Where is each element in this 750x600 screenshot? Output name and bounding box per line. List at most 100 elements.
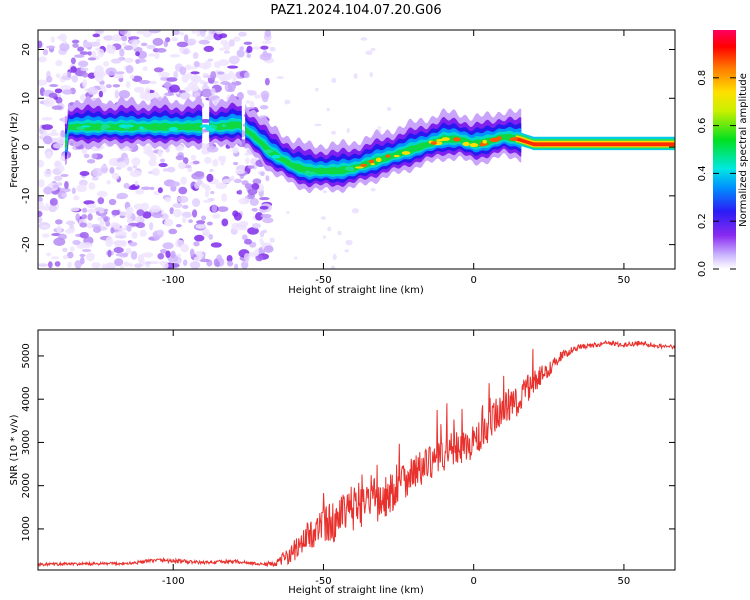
- spectrogram-noise-blob: [99, 84, 105, 89]
- spectrogram-noise-blob: [80, 67, 89, 72]
- spectrogram-noise-blob: [45, 151, 52, 160]
- spectrogram-noise-blob: [370, 47, 376, 52]
- spectrogram-noise-blob: [322, 235, 326, 239]
- snr-y-tick-label: 2000: [21, 473, 32, 498]
- spectrogram-noise-blob: [52, 184, 59, 189]
- spectrogram-noise-blob: [48, 204, 57, 213]
- spectrogram-noise-blob: [131, 157, 141, 166]
- spectrogram-noise-blob: [199, 79, 206, 85]
- spectrogram-noise-blob: [70, 66, 77, 73]
- spectrogram-noise-blob: [148, 159, 157, 167]
- spectrogram-noise-blob: [128, 241, 138, 247]
- spectrogram-noise-blob: [208, 94, 221, 103]
- spectrogram-noise-blob: [337, 230, 342, 236]
- spectrogram-y-tick-label: -10: [21, 188, 32, 204]
- spectrogram-y-tick-label: 0: [21, 144, 32, 150]
- spectrogram-noise-blob: [52, 143, 63, 149]
- spectrogram-noise-blob: [81, 72, 89, 78]
- spectrogram-noise-blob: [263, 245, 274, 253]
- spectrogram-noise-blob: [136, 30, 145, 35]
- spectrogram-noise-blob: [74, 54, 85, 58]
- spectrogram-noise-blob: [153, 233, 161, 241]
- spectrogram-noise-blob: [201, 88, 213, 98]
- spectrogram-noise-blob: [87, 51, 92, 56]
- spectrogram-noise-blob: [100, 212, 106, 219]
- spectrogram-noise-blob: [132, 165, 138, 169]
- spectrogram-noise-blob: [190, 154, 197, 161]
- spectrogram-ridge-core: [469, 143, 479, 148]
- spectrogram-noise-blob: [38, 40, 43, 49]
- spectrogram-noise-blob: [233, 161, 239, 166]
- spectrogram-noise-blob: [209, 168, 214, 173]
- spectrogram-noise-blob: [160, 158, 166, 163]
- spectrogram-noise-blob: [286, 211, 290, 214]
- spectrogram-noise-blob: [172, 208, 182, 218]
- spectrogram-noise-blob: [124, 57, 134, 63]
- spectrogram-noise-blob: [199, 30, 206, 37]
- snr-y-tick-label: 3000: [21, 430, 32, 455]
- spectrogram-noise-blob: [262, 217, 274, 224]
- spectrogram-noise-blob: [53, 175, 63, 182]
- spectrogram-noise-blob: [43, 169, 52, 178]
- spectrogram-noise-blob: [344, 249, 350, 253]
- spectrogram-noise-blob: [53, 160, 62, 169]
- spectrogram-noise-blob: [135, 188, 145, 195]
- spectrogram-noise-blob: [259, 52, 272, 61]
- spectrogram-noise-blob: [169, 207, 174, 215]
- spectrogram-ridge-core: [76, 126, 86, 130]
- spectrogram-noise-blob: [254, 248, 260, 257]
- spectrogram-ridge-core: [205, 127, 216, 132]
- spectrogram-noise-blob: [116, 161, 127, 169]
- spectrogram-noise-blob: [177, 161, 186, 170]
- spectrogram-noise-blob: [157, 253, 165, 260]
- colorbar-tick-label: 0.0: [697, 261, 708, 277]
- spectrogram-noise-blob: [168, 84, 180, 93]
- spectrogram-noise-blob: [243, 41, 253, 45]
- snr-y-label: SNR (10 * v/v): [9, 414, 20, 485]
- spectrogram-noise-blob: [75, 213, 81, 222]
- spectrogram-noise-blob: [87, 57, 97, 61]
- spectrogram-noise-blob: [254, 94, 261, 99]
- spectrogram-noise-blob: [135, 51, 140, 57]
- spectrogram-noise-blob: [94, 207, 105, 212]
- spectrogram-noise-blob: [38, 216, 43, 224]
- spectrogram-noise-blob: [330, 265, 336, 269]
- spectrogram-ridge-band: [65, 122, 203, 148]
- spectrogram-noise-blob: [128, 185, 138, 191]
- spectrogram-noise-blob: [196, 252, 205, 259]
- spectrogram-noise-blob: [64, 181, 69, 190]
- spectrogram-noise-blob: [145, 261, 152, 265]
- spectrogram-ridge-core: [375, 157, 382, 162]
- spectrogram-noise-blob: [208, 234, 214, 240]
- spectrogram-noise-blob: [179, 66, 187, 75]
- spectrogram-noise-blob: [247, 193, 255, 200]
- spectrogram-noise-blob: [119, 48, 125, 57]
- spectrogram-noise-blob: [38, 179, 45, 188]
- spectrogram-noise-blob: [82, 79, 88, 88]
- spectrogram-ridge-core: [199, 124, 205, 128]
- spectrogram-noise-blob: [227, 65, 239, 69]
- spectrogram-noise-blob: [193, 241, 200, 247]
- snr-chart: -100 -50 0 50 1000 2000 3000 4000 5000 Height o…: [9, 329, 676, 596]
- spectrogram-noise-blob: [249, 197, 259, 206]
- spectrogram-noise-blob: [284, 99, 291, 105]
- snr-x-tick-label: -50: [315, 576, 331, 587]
- colorbar-label: Normalized spectral amplitude: [738, 73, 749, 227]
- spectrogram-ridge-core: [100, 124, 111, 129]
- spectrogram-noise-blob: [83, 153, 90, 159]
- spectrogram-noise-blob: [196, 30, 201, 37]
- spectrogram-noise-blob: [86, 208, 97, 214]
- spectrogram-noise-blob: [81, 242, 93, 248]
- spectrogram-noise-blob: [41, 116, 53, 121]
- spectrogram-noise-blob: [194, 182, 200, 189]
- spectrogram-noise-blob: [247, 188, 258, 195]
- spectrogram-noise-blob: [86, 222, 93, 229]
- spectrogram-noise-blob: [55, 219, 63, 225]
- spectrogram-noise-blob: [191, 30, 197, 35]
- spectrogram-ridge-core: [354, 166, 364, 169]
- spectrogram-noise-blob: [191, 198, 201, 207]
- spectrogram-noise-blob: [193, 60, 200, 68]
- spectrogram-noise-blob: [252, 222, 261, 229]
- spectrogram-noise-blob: [115, 71, 125, 75]
- colorbar-ticks: 0.0 0.2 0.4 0.6 0.8: [697, 70, 736, 277]
